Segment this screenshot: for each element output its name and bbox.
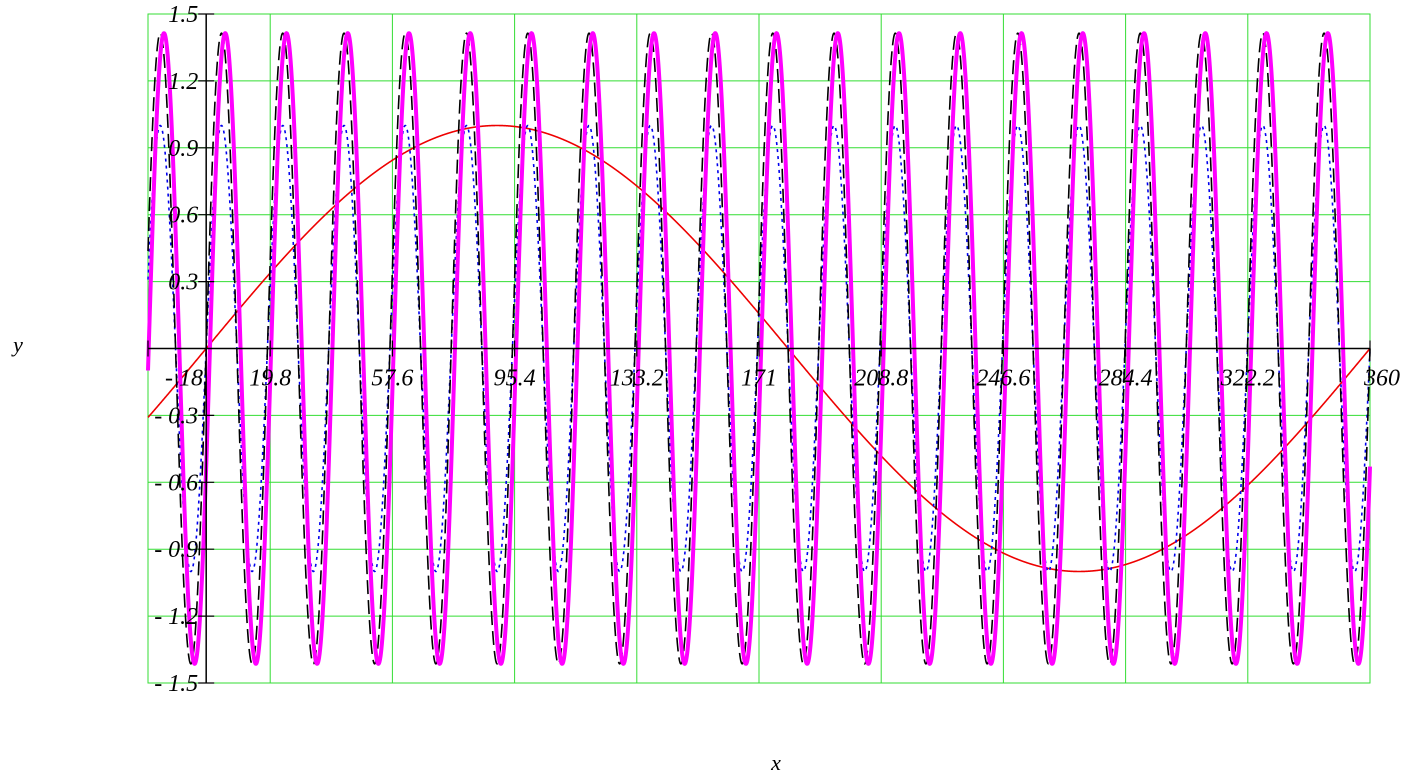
x-tick-label: 57.6	[371, 366, 413, 392]
y-tick-label: 0.9	[168, 136, 198, 162]
y-tick-label: - 0.9	[154, 537, 198, 563]
x-tick-label: 19.8	[249, 366, 291, 392]
tick-labels: - 18 19.8 57.6 95.4 133.2 171 208.8 246.6 284.4 3…	[154, 2, 1400, 697]
y-tick-label: 0.6	[168, 203, 198, 229]
x-axis-title: x	[770, 750, 781, 775]
y-tick-label: - 1.5	[154, 671, 198, 697]
x-tick-label: 322.2	[1220, 366, 1275, 392]
y-tick-label: - 0.6	[154, 470, 198, 496]
y-axis-title: y	[11, 332, 23, 357]
x-tick-label: 95.4	[494, 366, 536, 392]
series-layer	[146, 31, 1372, 666]
y-tick-label: - 0.3	[154, 403, 198, 429]
x-tick-label: 171	[741, 366, 777, 392]
x-tick-label: - 18	[165, 366, 203, 392]
series-line	[146, 31, 1372, 666]
series-line	[147, 32, 1371, 665]
x-tick-label: 133.2	[610, 366, 664, 392]
axes	[147, 13, 1371, 684]
x-tick-label: 208.8	[854, 366, 908, 392]
x-tick-label: 284.4	[1099, 366, 1153, 392]
y-tick-label: - 1.2	[154, 604, 198, 630]
x-tick-label: 246.6	[976, 366, 1030, 392]
y-tick-label: 1.2	[168, 69, 198, 95]
y-tick-label: 1.5	[168, 2, 198, 28]
y-tick-label: 0.3	[168, 270, 198, 296]
x-tick-label: 360	[1363, 366, 1400, 392]
